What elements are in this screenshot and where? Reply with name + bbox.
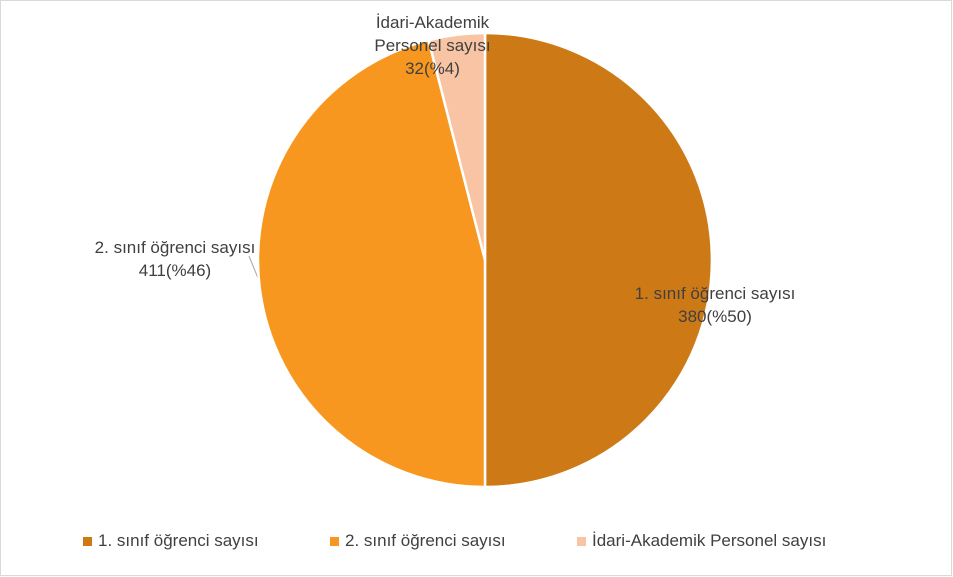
pie-slice [483, 31, 714, 489]
pie-slice [256, 38, 487, 489]
legend-entry: 2. sınıf öğrenci sayısı [330, 531, 506, 551]
data-label: İdari-Akademik Personel sayısı 32(%4) [340, 11, 525, 80]
data-label: 2. sınıf öğrenci sayısı 411(%46) [85, 236, 265, 282]
legend-swatch [330, 537, 339, 547]
data-label-value: 411(%46) [138, 261, 212, 280]
legend-swatch [83, 537, 92, 547]
data-label-name: 2. sınıf öğrenci sayısı [94, 238, 256, 257]
data-label-value: 32(%4) [405, 59, 460, 78]
legend-swatch [577, 537, 586, 547]
legend-entry: İdari-Akademik Personel sayısı [577, 531, 826, 551]
data-label-name: 1. sınıf öğrenci sayısı [634, 284, 796, 303]
pie-slice [427, 31, 487, 261]
legend-label: 2. sınıf öğrenci sayısı [345, 531, 506, 550]
legend-entry: 1. sınıf öğrenci sayısı [83, 531, 259, 551]
legend-label: İdari-Akademik Personel sayısı [592, 531, 827, 550]
data-label-value: 380(%50) [678, 307, 752, 326]
data-label-name: İdari-Akademik Personel sayısı [374, 13, 491, 55]
data-label: 1. sınıf öğrenci sayısı 380(%50) [630, 282, 800, 328]
legend-label: 1. sınıf öğrenci sayısı [98, 531, 259, 550]
